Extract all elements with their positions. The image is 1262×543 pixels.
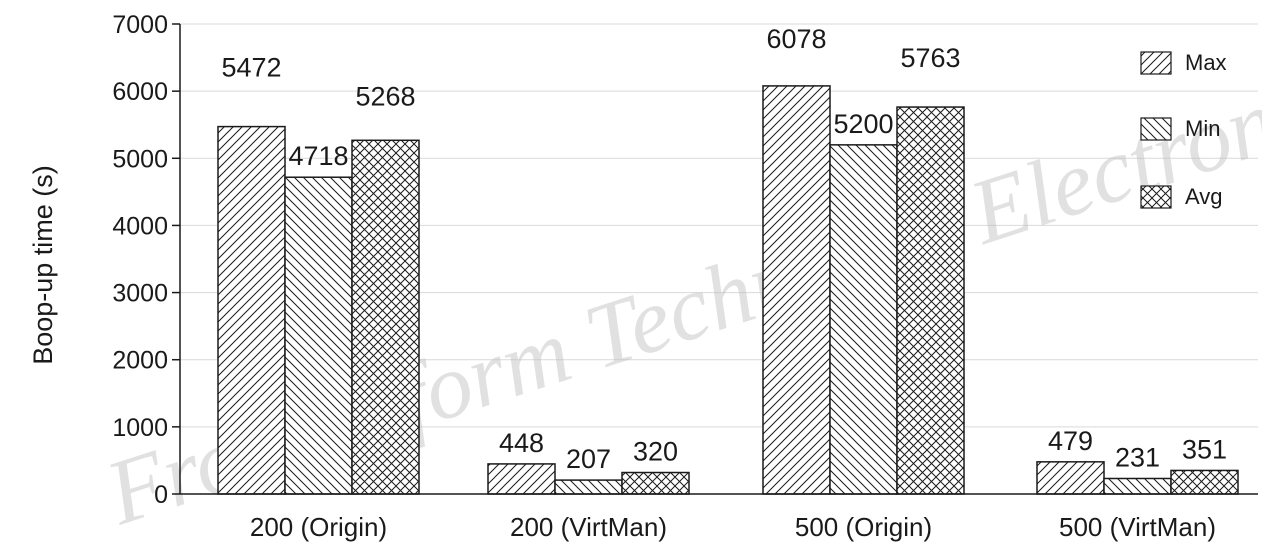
x-tick-label: 500 (VirtMan) — [1059, 512, 1216, 542]
legend-swatch-max — [1140, 51, 1172, 75]
bar-min — [284, 176, 353, 495]
data-label: 4718 — [288, 141, 348, 171]
bar-max — [487, 463, 556, 495]
data-label: 351 — [1182, 434, 1227, 464]
x-tick-label: 200 (VirtMan) — [510, 512, 667, 542]
data-label: 207 — [566, 444, 611, 474]
y-tick-label: 5000 — [112, 145, 168, 173]
y-tick-label: 4000 — [112, 212, 168, 240]
y-tick-label: 6000 — [112, 78, 168, 106]
x-tick-label: 200 (Origin) — [250, 512, 387, 542]
y-tick-label: 7000 — [112, 11, 168, 39]
data-label: 5268 — [355, 81, 415, 111]
y-tick-label: 2000 — [112, 347, 168, 375]
data-label: 320 — [633, 437, 678, 467]
bar-max — [217, 125, 286, 495]
legend-label-max: Max — [1185, 50, 1227, 75]
y-tick-labels: 0 1000 2000 3000 4000 5000 6000 7000 — [112, 11, 180, 509]
x-tick-label: 500 (Origin) — [795, 512, 932, 542]
bar-avg — [621, 471, 690, 495]
legend-label-min: Min — [1185, 116, 1220, 141]
y-tick-label: 1000 — [112, 414, 168, 442]
legend-swatch-avg — [1140, 185, 1172, 209]
x-tick-labels: 200 (Origin) 200 (VirtMan) 500 (Origin) 500… — [250, 512, 1216, 542]
legend: Max Min Avg — [1140, 50, 1227, 209]
bar-min — [829, 144, 898, 495]
data-label: 448 — [499, 428, 544, 458]
y-axis-label: Boop-up time (s) — [28, 165, 58, 365]
bar-min — [554, 479, 623, 495]
bar-max — [762, 85, 831, 495]
data-label: 6078 — [766, 24, 826, 54]
data-label: 5200 — [833, 109, 893, 139]
legend-label-avg: Avg — [1185, 184, 1223, 209]
axes — [179, 24, 1258, 495]
data-label: 5763 — [900, 43, 960, 73]
y-tick-label: 0 — [154, 481, 168, 509]
bar-avg — [896, 106, 965, 495]
data-label: 231 — [1115, 442, 1160, 472]
legend-swatch-min — [1140, 117, 1172, 141]
data-label: 479 — [1048, 426, 1093, 456]
bar-max — [1036, 461, 1105, 495]
bar-avg — [1170, 469, 1239, 495]
bar-min — [1103, 477, 1172, 495]
y-tick-label: 3000 — [112, 280, 168, 308]
data-label: 5472 — [221, 53, 281, 83]
bar-avg — [351, 139, 420, 495]
